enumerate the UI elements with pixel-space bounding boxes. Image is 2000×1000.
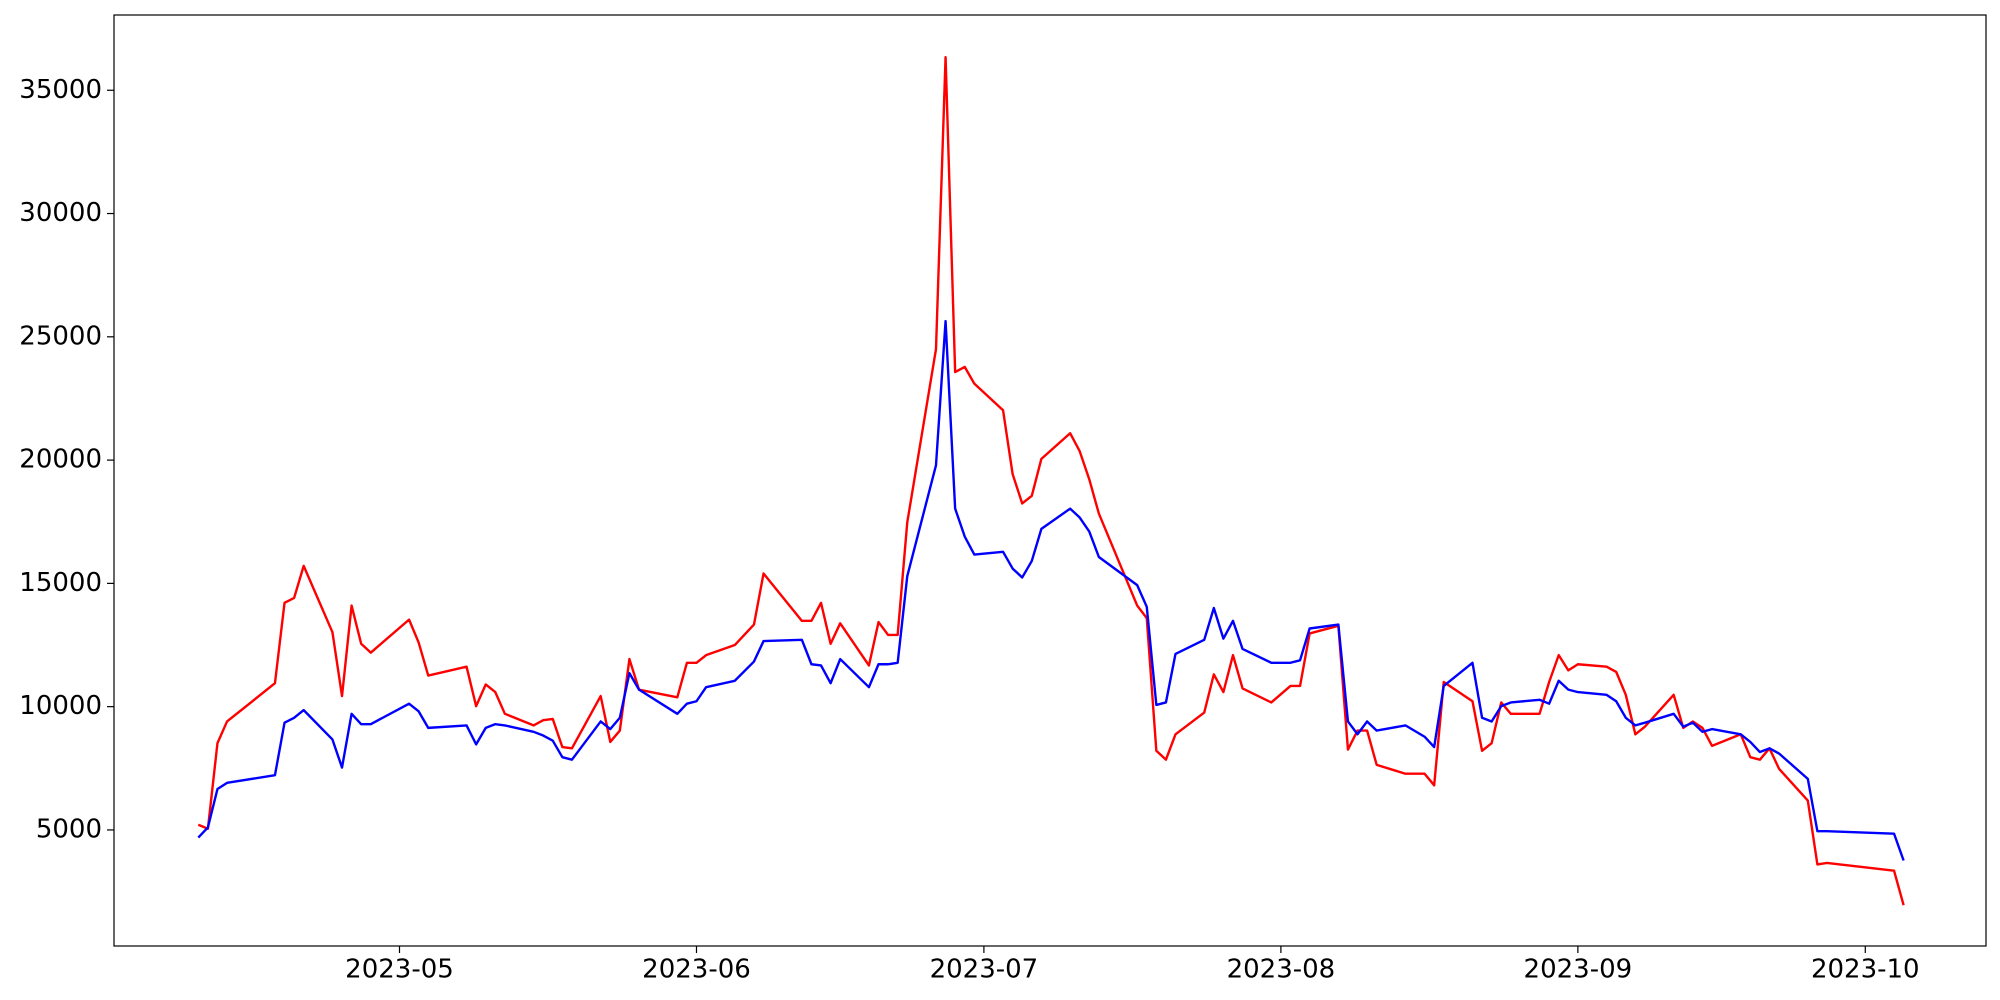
y-tick-label: 15000 [19, 568, 102, 598]
y-tick-label: 10000 [19, 691, 102, 721]
x-tick-label: 2023-07 [930, 955, 1039, 985]
x-tick-label: 2023-08 [1227, 955, 1336, 985]
data-line [197, 56, 1905, 906]
plot-frame [113, 14, 1987, 947]
data-line [197, 319, 1905, 861]
y-tick-label: 20000 [19, 445, 102, 475]
y-tick-label: 30000 [19, 198, 102, 228]
x-tick-label: 2023-06 [642, 955, 751, 985]
y-tick-label: 25000 [19, 321, 102, 351]
y-tick-label: 5000 [36, 814, 102, 844]
x-tick-label: 2023-09 [1524, 955, 1633, 985]
y-tick-label: 35000 [19, 75, 102, 105]
x-tick-label: 2023-10 [1811, 955, 1920, 985]
x-tick-label: 2023-05 [345, 955, 454, 985]
